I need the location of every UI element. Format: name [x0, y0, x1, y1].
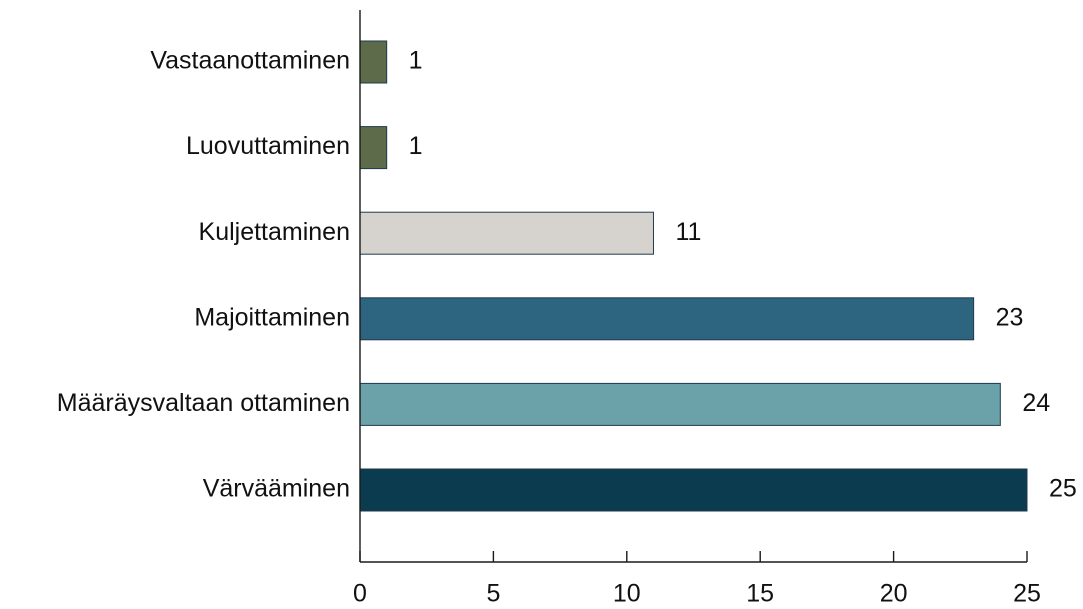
category-label-luovuttaminen: Luovuttaminen [186, 132, 350, 160]
x-tick-label-0: 0 [353, 580, 367, 608]
category-label-varvaaminen: Värvääminen [203, 475, 350, 503]
bar-majoittaminen [359, 297, 975, 341]
bar-maaraysvaltaan-ottaminen [359, 382, 1001, 426]
bars-layer [359, 40, 1028, 512]
x-tick-label-10: 10 [613, 580, 641, 608]
x-tick-label-25: 25 [1013, 580, 1041, 608]
value-label-kuljettaminen: 11 [675, 218, 701, 246]
category-label-vastaanottaminen: Vastaanottaminen [150, 47, 350, 75]
bar-vastaanottaminen [359, 40, 388, 84]
category-label-majoittaminen: Majoittaminen [194, 303, 350, 331]
category-label-maaraysvaltaan-ottaminen: Määräysvaltaan ottaminen [57, 389, 350, 417]
category-labels-layer: Vastaanottaminen Luovuttaminen Kuljettamin… [57, 47, 350, 503]
value-label-luovuttaminen: 1 [409, 132, 423, 160]
bar-luovuttaminen [359, 126, 388, 170]
value-label-majoittaminen: 23 [996, 303, 1024, 331]
value-label-varvaaminen: 25 [1049, 475, 1077, 503]
category-label-kuljettaminen: Kuljettaminen [199, 218, 350, 246]
bar-kuljettaminen [359, 211, 654, 255]
x-tick-label-20: 20 [880, 580, 908, 608]
value-label-maaraysvaltaan-ottaminen: 24 [1022, 389, 1050, 417]
bar-varvaaminen [359, 468, 1028, 512]
x-tick-label-15: 15 [746, 580, 774, 608]
axes-layer: 0 5 10 15 20 25 [353, 10, 1041, 608]
value-label-vastaanottaminen: 1 [409, 47, 423, 75]
x-tick-label-5: 5 [486, 580, 500, 608]
